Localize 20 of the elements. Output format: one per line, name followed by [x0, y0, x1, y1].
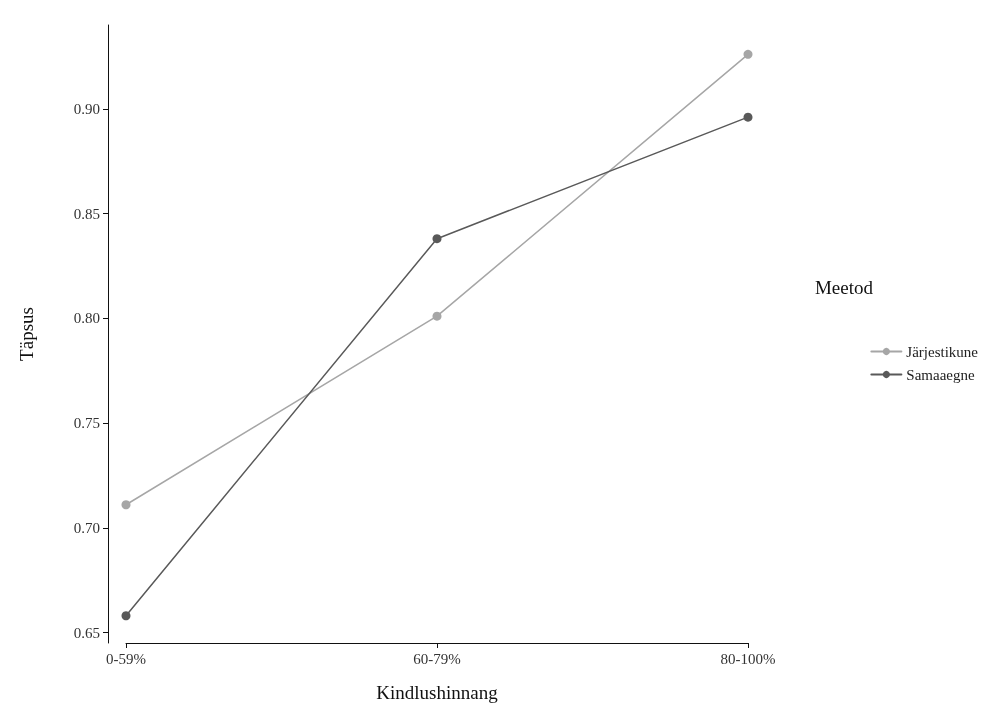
point	[121, 500, 131, 510]
y-axis-title: Täpsus	[16, 307, 37, 361]
legend-label: Samaaegne	[906, 366, 975, 383]
legend-title: Meetod	[814, 277, 874, 298]
point	[432, 234, 442, 244]
x-tick-label: 80-100%	[720, 650, 776, 667]
y-tick-label: 0.85	[73, 205, 100, 222]
x-tick-label: 0-59%	[106, 650, 146, 667]
point	[432, 311, 442, 321]
y-tick-label: 0.75	[73, 415, 100, 432]
y-tick-label: 0.65	[73, 624, 100, 641]
point	[743, 112, 753, 122]
point	[743, 49, 753, 59]
point	[121, 611, 131, 621]
x-axis-title: Kindlushinnang	[376, 682, 499, 703]
y-tick-label: 0.90	[73, 100, 100, 117]
y-tick-label: 0.70	[73, 519, 100, 536]
legend-label: Järjestikune	[906, 343, 979, 360]
y-tick-label: 0.80	[73, 310, 100, 327]
x-tick-label: 60-79%	[413, 650, 461, 667]
